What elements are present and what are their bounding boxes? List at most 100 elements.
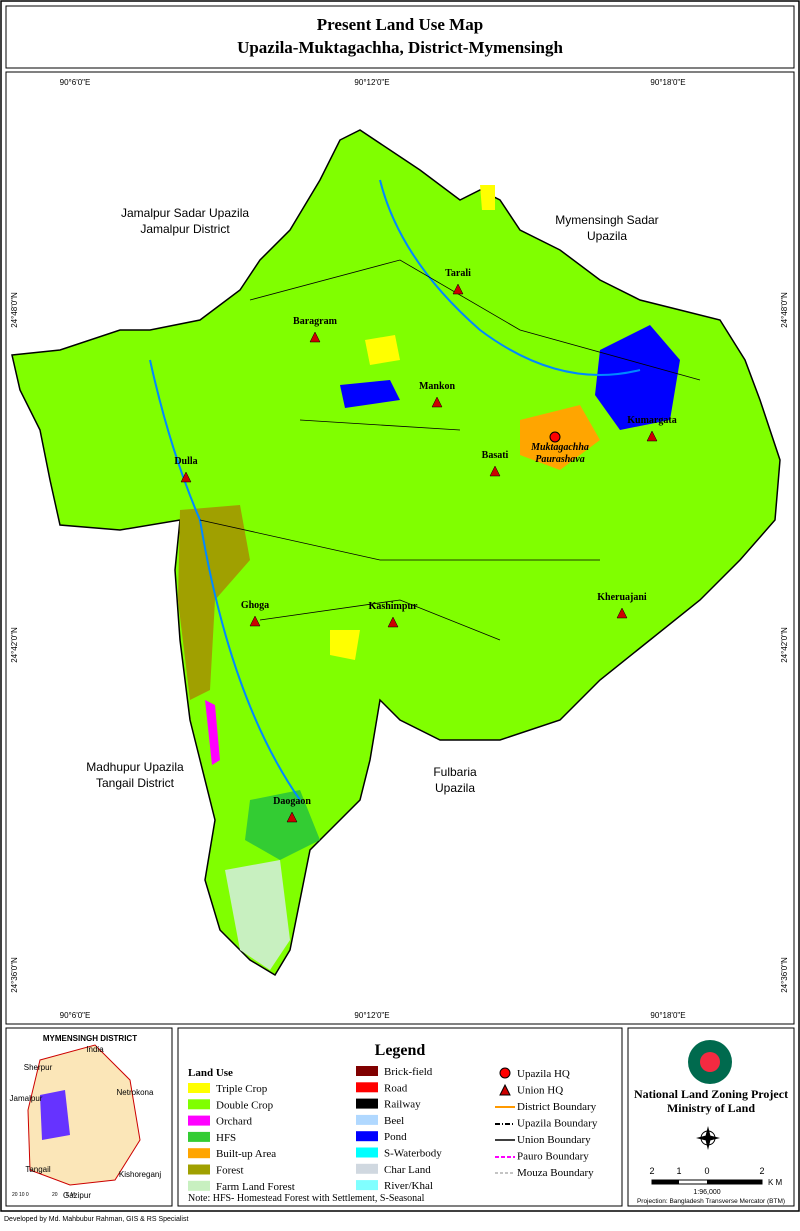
inset-scale: K M: [66, 1192, 75, 1198]
river: [149, 359, 301, 801]
union-hq: [180, 471, 192, 483]
north-arrow: [696, 1126, 720, 1150]
longitude-label: 90°18'0"E: [650, 78, 685, 87]
pond-patch: [595, 325, 680, 430]
inset-place: Jamalpur: [10, 1094, 43, 1103]
legend-swatch: [188, 1180, 210, 1191]
inset-upazila: [40, 1090, 70, 1140]
neighbour-label: Madhupur Upazila: [86, 760, 184, 774]
legend-label: Pond: [384, 1131, 407, 1143]
union-label: Daogaon: [273, 796, 311, 807]
upazila-hq-label: Muktagachha: [530, 442, 589, 453]
longitude-label: 90°6'0"E: [60, 1011, 91, 1020]
latitude-label: 24°36'0"N: [780, 957, 789, 993]
union-label: Kashimpur: [369, 601, 418, 612]
union-hq: [286, 811, 298, 823]
union-label: Tarali: [445, 268, 471, 279]
legend-label: Char Land: [384, 1164, 431, 1176]
legend-label: Mouza Boundary: [517, 1167, 594, 1179]
longitude-label: 90°6'0"E: [60, 78, 91, 87]
latitude-label: 24°48'0"N: [780, 292, 789, 328]
union-label: Dulla: [174, 456, 197, 467]
latitude-label: 24°42'0"N: [10, 627, 19, 663]
legend-swatch: [188, 1115, 210, 1126]
legend-label: Pauro Boundary: [517, 1151, 589, 1163]
legend-swatch: [356, 1082, 378, 1093]
legend-label: Orchard: [216, 1116, 253, 1128]
legend-swatch: [356, 1131, 378, 1142]
inset-place: Gazipur: [63, 1191, 91, 1200]
river: [379, 179, 641, 376]
union-hq: [452, 283, 464, 295]
union-label: Ghoga: [241, 600, 269, 611]
scale-tick: 0: [704, 1166, 709, 1176]
scale-tick: 1: [676, 1166, 681, 1176]
inset-district: [27, 1044, 141, 1186]
legend-swatch: [188, 1099, 210, 1110]
legend-label: Brick-field: [384, 1066, 433, 1078]
legend-swatch: [188, 1148, 210, 1159]
legend-swatch: [356, 1098, 378, 1109]
legend-label: Upazila Boundary: [517, 1118, 598, 1130]
neighbour-label: Upazila: [587, 229, 627, 243]
legend-label: Beel: [384, 1115, 404, 1127]
union-hq: [616, 607, 628, 619]
longitude-label: 90°12'0"E: [354, 1011, 389, 1020]
hfs-patch: [245, 790, 320, 860]
union-hq: [431, 396, 443, 408]
legend-label: Built-up Area: [216, 1148, 276, 1160]
legend-label: Triple Crop: [216, 1083, 268, 1095]
title-box: [5, 5, 795, 69]
legend-title: Legend: [375, 1042, 426, 1059]
legend-label: District Boundary: [517, 1101, 597, 1113]
triple-crop-patch: [330, 630, 360, 660]
legend-swatch: [356, 1180, 378, 1191]
forest-patch: [178, 505, 250, 700]
legend-label: Union Boundary: [517, 1134, 591, 1146]
neighbour-label: Mymensingh Sadar: [555, 213, 658, 227]
latitude-label: 24°42'0"N: [780, 627, 789, 663]
title: Present Land Use Map: [317, 15, 483, 34]
triple-crop-patch: [480, 185, 495, 210]
union-label: Kumargata: [627, 415, 676, 426]
farm-forest-patch: [225, 860, 290, 970]
scale-ratio: 1:96,000: [693, 1189, 720, 1196]
union-hq: [646, 430, 658, 442]
scale-bar: [707, 1180, 762, 1184]
inset-place: Netrokona: [117, 1088, 154, 1097]
union-label: Kheruajani: [597, 592, 647, 603]
neighbour-label: Tangail District: [96, 776, 175, 790]
inset-place: Tangail: [25, 1165, 51, 1174]
legend-swatch: [188, 1131, 210, 1142]
legend-label: S-Waterbody: [384, 1148, 442, 1160]
legend-label: Farm Land Forest: [216, 1181, 295, 1193]
legend-label: River/Khal: [384, 1180, 433, 1192]
legend-symbol: [499, 1067, 511, 1079]
legend-label: Double Crop: [216, 1099, 274, 1111]
ministry: Ministry of Land: [667, 1101, 755, 1115]
union-hq: [309, 331, 321, 343]
union-label: Basati: [482, 450, 509, 461]
pond-patch: [340, 380, 400, 408]
neighbour-label: Upazila: [435, 781, 475, 795]
projection: Projection: Bangladesh Transverse Mercat…: [637, 1198, 785, 1205]
neighbour-label: Jamalpur District: [140, 222, 230, 236]
legend-label: Union HQ: [517, 1085, 563, 1097]
inset-place: Sherpur: [24, 1063, 53, 1072]
union-label: Baragram: [293, 316, 338, 327]
upazila-hq-label: Paurashava: [535, 454, 584, 465]
legend-swatch: [356, 1147, 378, 1158]
subtitle: Upazila-Muktagachha, District-Mymensingh: [237, 38, 563, 57]
triple-crop-patch: [365, 335, 400, 365]
upazila-hq: [549, 431, 561, 443]
legend-swatch: [356, 1066, 378, 1076]
inset-scale: 20 10 0: [12, 1192, 29, 1198]
project-name: National Land Zoning Project: [634, 1087, 788, 1101]
scale-bar: [652, 1180, 679, 1184]
scale-tick: 2: [649, 1166, 654, 1176]
legend-label: Upazila HQ: [517, 1068, 570, 1080]
scale-unit: K M: [768, 1178, 783, 1187]
inset-place: Kishoreganj: [119, 1170, 161, 1179]
legend-note: Note: HFS- Homestead Forest with Settlem…: [188, 1193, 425, 1204]
